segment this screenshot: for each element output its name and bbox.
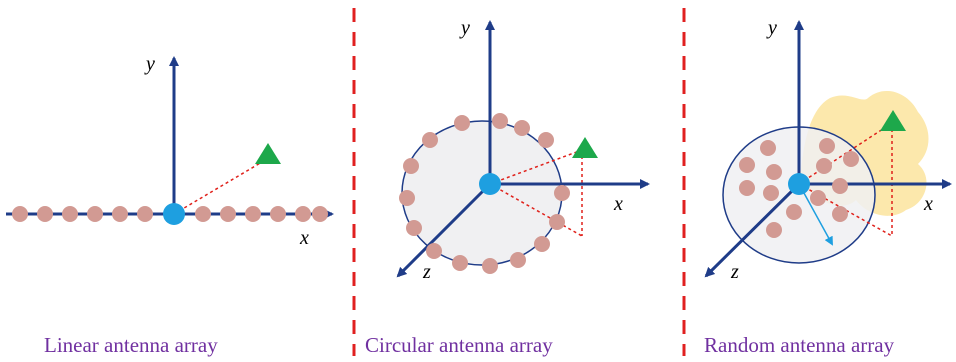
random-elements bbox=[739, 138, 859, 238]
antenna-element bbox=[763, 185, 779, 201]
antenna-element bbox=[37, 206, 53, 222]
antenna-element bbox=[422, 132, 438, 148]
antenna-element bbox=[195, 206, 211, 222]
antenna-element bbox=[514, 120, 530, 136]
antenna-element bbox=[406, 220, 422, 236]
linear-y-label: y bbox=[144, 53, 155, 75]
user-triangle-marker bbox=[572, 137, 598, 158]
antenna-element bbox=[62, 206, 78, 222]
antenna-element bbox=[510, 252, 526, 268]
antenna-element bbox=[816, 158, 832, 174]
circular-z-label: z bbox=[422, 261, 431, 283]
antenna-element bbox=[270, 206, 286, 222]
antenna-element bbox=[832, 178, 848, 194]
linear-elements bbox=[12, 206, 328, 222]
antenna-element bbox=[810, 190, 826, 206]
antenna-element bbox=[399, 190, 415, 206]
origin-reference-element bbox=[163, 203, 185, 225]
antenna-element bbox=[739, 157, 755, 173]
origin-reference-element bbox=[788, 173, 810, 195]
antenna-element bbox=[112, 206, 128, 222]
antenna-element bbox=[534, 236, 550, 252]
linear-array-panel: y x Linear antenna array bbox=[6, 53, 334, 357]
antenna-element bbox=[739, 180, 755, 196]
antenna-element bbox=[452, 255, 468, 271]
antenna-element bbox=[819, 138, 835, 154]
antenna-element bbox=[549, 214, 565, 230]
circular-elements bbox=[399, 113, 570, 274]
circular-y-label: y bbox=[459, 17, 470, 39]
random-x-label: x bbox=[923, 193, 933, 215]
antenna-element bbox=[245, 206, 261, 222]
radius-arrow bbox=[798, 183, 833, 246]
circular-z-axis bbox=[396, 182, 492, 278]
linear-caption: Linear antenna array bbox=[44, 333, 218, 357]
circular-caption: Circular antenna array bbox=[365, 333, 553, 357]
random-caption: Random antenna array bbox=[704, 333, 895, 357]
antenna-element bbox=[786, 204, 802, 220]
random-array-panel: y x z Random antenna array bbox=[704, 17, 952, 357]
antenna-element bbox=[760, 140, 776, 156]
antenna-element bbox=[832, 206, 848, 222]
antenna-element bbox=[137, 206, 153, 222]
random-z-axis bbox=[704, 182, 801, 278]
user-triangle-marker bbox=[255, 143, 281, 164]
user-triangle-marker bbox=[880, 110, 906, 131]
circular-x-label: x bbox=[613, 193, 623, 215]
linear-x-label: x bbox=[299, 227, 309, 249]
antenna-element bbox=[843, 151, 859, 167]
antenna-element bbox=[766, 222, 782, 238]
antenna-element bbox=[454, 115, 470, 131]
circular-array-panel: y x z Circular antenna array bbox=[365, 17, 650, 357]
random-y-label: y bbox=[766, 17, 777, 39]
circular-link-line bbox=[489, 149, 583, 185]
antenna-element bbox=[220, 206, 236, 222]
antenna-element bbox=[295, 206, 311, 222]
antenna-element bbox=[87, 206, 103, 222]
antenna-element bbox=[492, 113, 508, 129]
random-z-label: z bbox=[730, 261, 739, 283]
antenna-element bbox=[538, 132, 554, 148]
antenna-element bbox=[312, 206, 328, 222]
antenna-element bbox=[766, 164, 782, 180]
antenna-element bbox=[482, 258, 498, 274]
linear-link-line bbox=[173, 161, 263, 215]
antenna-element bbox=[403, 158, 419, 174]
antenna-element bbox=[554, 185, 570, 201]
antenna-element bbox=[12, 206, 28, 222]
antenna-element bbox=[426, 243, 442, 259]
origin-reference-element bbox=[479, 173, 501, 195]
